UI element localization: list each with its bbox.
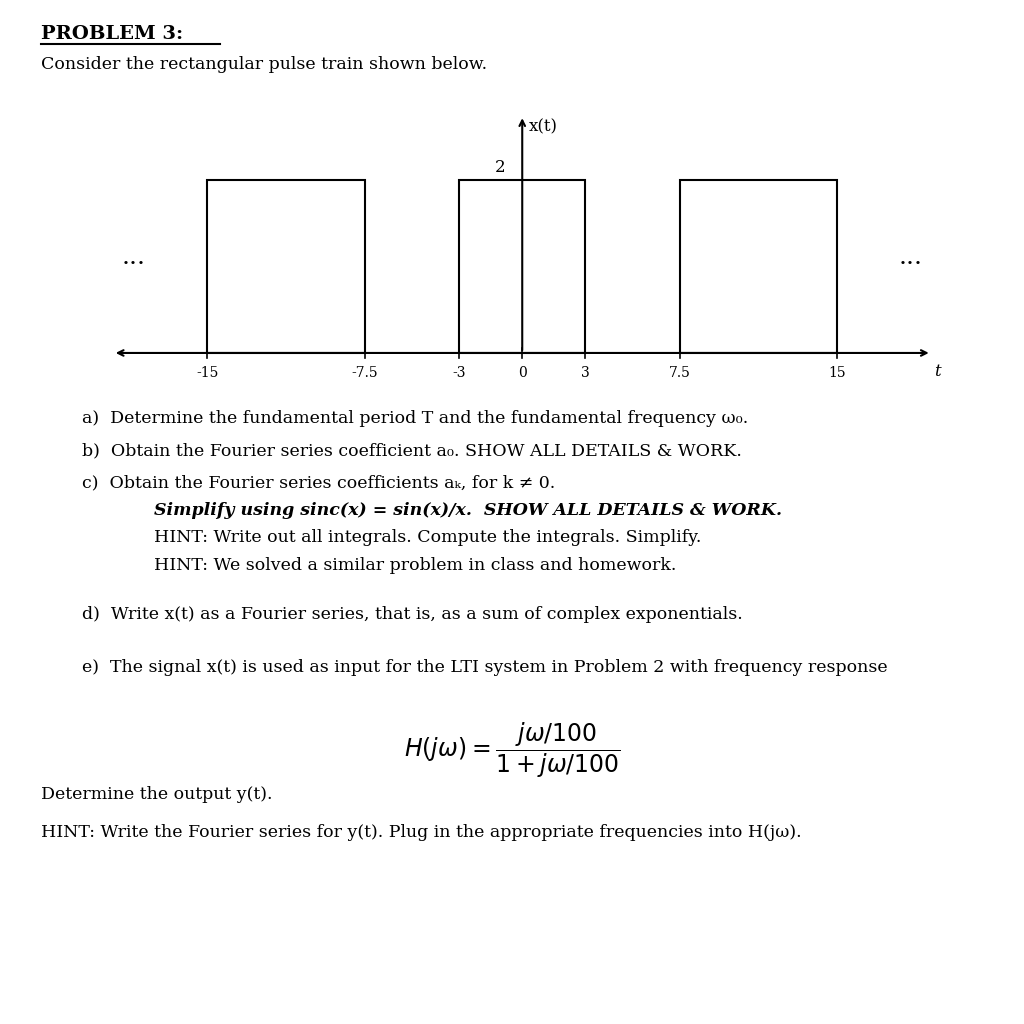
Text: -7.5: -7.5	[351, 366, 378, 380]
Bar	[207, 180, 365, 353]
Text: Simplify using sinc(x) = sin(x)/x.  SHOW ALL DETAILS & WORK.: Simplify using sinc(x) = sin(x)/x. SHOW …	[154, 502, 781, 519]
Text: a)  Determine the fundamental period T and the fundamental frequency ω₀.: a) Determine the fundamental period T an…	[82, 410, 749, 427]
Text: 15: 15	[828, 366, 846, 380]
Text: e)  The signal x(t) is used as input for the LTI system in Problem 2 with freque: e) The signal x(t) is used as input for …	[82, 659, 888, 677]
Text: Determine the output y(t).: Determine the output y(t).	[41, 786, 272, 804]
Text: HINT: We solved a similar problem in class and homework.: HINT: We solved a similar problem in cla…	[154, 557, 676, 574]
Text: -3: -3	[453, 366, 466, 380]
Text: ...: ...	[899, 247, 923, 269]
Bar	[459, 180, 586, 353]
Text: ...: ...	[122, 247, 145, 269]
Text: HINT: Write out all integrals. Compute the integrals. Simplify.: HINT: Write out all integrals. Compute t…	[154, 529, 701, 547]
Text: b)  Obtain the Fourier series coefficient a₀. SHOW ALL DETAILS & WORK.: b) Obtain the Fourier series coefficient…	[82, 442, 741, 460]
Text: t: t	[934, 364, 940, 380]
Text: 7.5: 7.5	[669, 366, 690, 380]
Text: 2: 2	[495, 159, 506, 176]
Text: 0: 0	[518, 366, 526, 380]
Text: d)  Write x(t) as a Fourier series, that is, as a sum of complex exponentials.: d) Write x(t) as a Fourier series, that …	[82, 606, 742, 624]
Text: $H(j\omega) = \dfrac{j\omega/100}{1 + j\omega/100}$: $H(j\omega) = \dfrac{j\omega/100}{1 + j\…	[403, 721, 621, 780]
Text: PROBLEM 3:: PROBLEM 3:	[41, 25, 183, 43]
Text: c)  Obtain the Fourier series coefficients aₖ, for k ≠ 0.: c) Obtain the Fourier series coefficient…	[82, 474, 555, 492]
Bar	[680, 180, 838, 353]
Text: 3: 3	[581, 366, 590, 380]
Text: Consider the rectangular pulse train shown below.: Consider the rectangular pulse train sho…	[41, 56, 487, 74]
Text: -15: -15	[197, 366, 218, 380]
Text: x(t): x(t)	[528, 118, 557, 135]
Text: HINT: Write the Fourier series for y(t). Plug in the appropriate frequencies int: HINT: Write the Fourier series for y(t).…	[41, 824, 802, 842]
